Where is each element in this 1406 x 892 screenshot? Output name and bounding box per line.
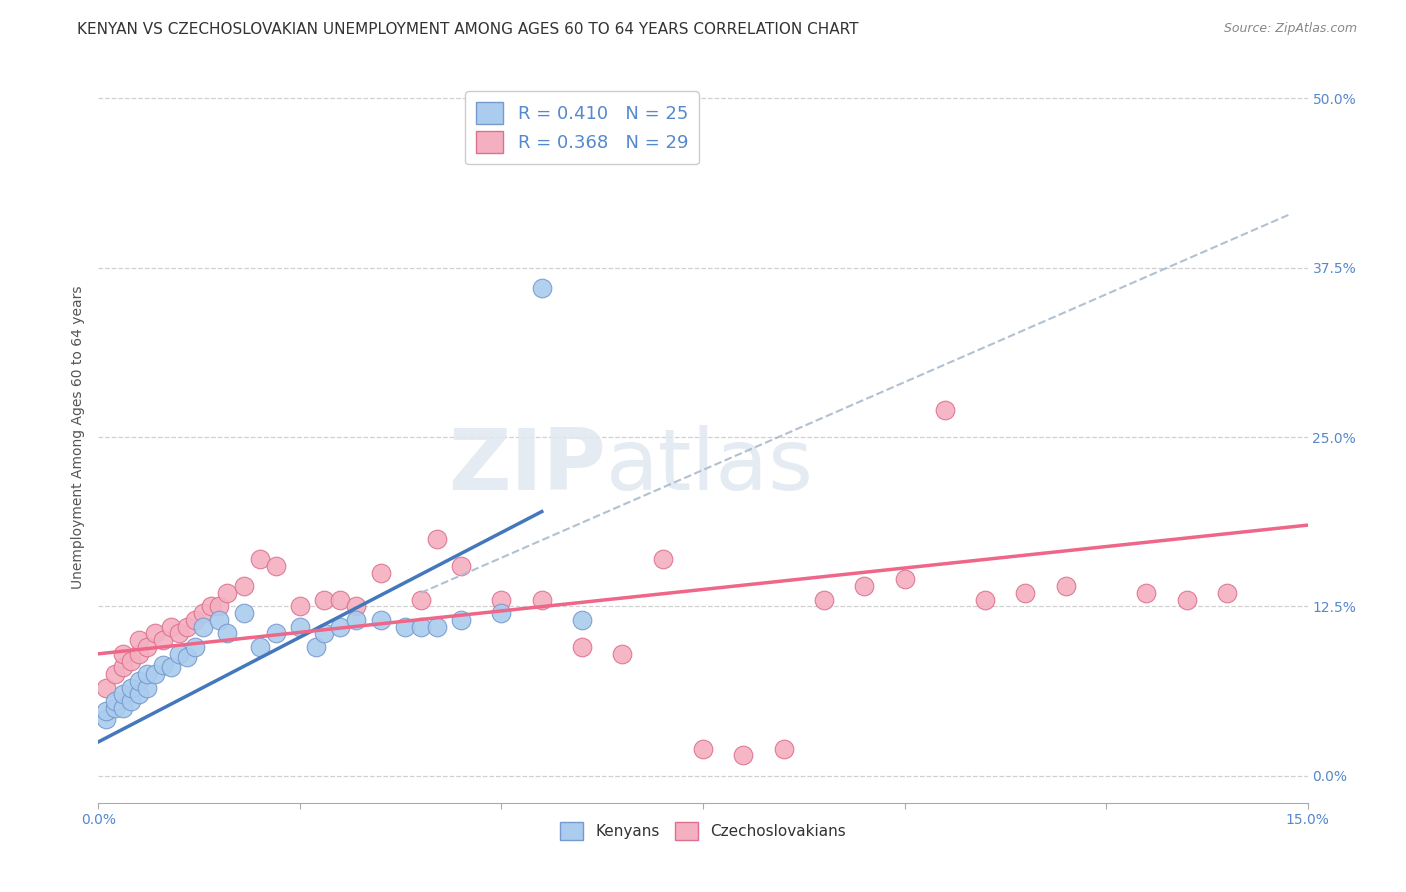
Point	[232, 606, 254, 620]
Point	[96, 704, 118, 718]
Point	[264, 626, 287, 640]
Point	[111, 701, 134, 715]
Point	[344, 599, 367, 614]
Point	[450, 558, 472, 573]
Point	[103, 667, 125, 681]
Point	[571, 613, 593, 627]
Point	[120, 694, 142, 708]
Point	[1216, 586, 1239, 600]
Point	[193, 620, 215, 634]
Point	[160, 660, 183, 674]
Point	[491, 592, 513, 607]
Point	[934, 403, 956, 417]
Point	[208, 613, 231, 627]
Point	[288, 620, 311, 634]
Point	[96, 681, 118, 695]
Point	[426, 620, 449, 634]
Point	[426, 532, 449, 546]
Point	[184, 613, 207, 627]
Point	[167, 647, 190, 661]
Point	[120, 681, 142, 695]
Point	[370, 566, 392, 580]
Point	[370, 613, 392, 627]
Point	[264, 558, 287, 573]
Point	[232, 579, 254, 593]
Y-axis label: Unemployment Among Ages 60 to 64 years: Unemployment Among Ages 60 to 64 years	[70, 285, 84, 589]
Point	[217, 626, 239, 640]
Point	[249, 552, 271, 566]
Point	[193, 606, 215, 620]
Point	[120, 654, 142, 668]
Point	[152, 657, 174, 672]
Point	[135, 681, 157, 695]
Point	[772, 741, 794, 756]
Point	[96, 712, 118, 726]
Point	[152, 633, 174, 648]
Point	[103, 701, 125, 715]
Point	[160, 620, 183, 634]
Point	[974, 592, 997, 607]
Point	[813, 592, 835, 607]
Point	[651, 552, 673, 566]
Point	[135, 640, 157, 654]
Point	[853, 579, 876, 593]
Point	[344, 613, 367, 627]
Point	[692, 741, 714, 756]
Point	[305, 640, 328, 654]
Point	[1014, 586, 1036, 600]
Point	[329, 620, 352, 634]
Point	[184, 640, 207, 654]
Point	[409, 592, 432, 607]
Point	[143, 626, 166, 640]
Text: KENYAN VS CZECHOSLOVAKIAN UNEMPLOYMENT AMONG AGES 60 TO 64 YEARS CORRELATION CHA: KENYAN VS CZECHOSLOVAKIAN UNEMPLOYMENT A…	[77, 22, 859, 37]
Point	[571, 640, 593, 654]
Point	[450, 613, 472, 627]
Point	[314, 592, 336, 607]
Point	[1054, 579, 1077, 593]
Point	[394, 620, 416, 634]
Point	[135, 667, 157, 681]
Point	[176, 649, 198, 664]
Point	[329, 592, 352, 607]
Point	[1135, 586, 1157, 600]
Point	[733, 748, 755, 763]
Point	[143, 667, 166, 681]
Point	[491, 606, 513, 620]
Point	[409, 620, 432, 634]
Text: ZIP: ZIP	[449, 425, 606, 508]
Point	[893, 572, 915, 586]
Point	[128, 633, 150, 648]
Text: atlas: atlas	[606, 425, 814, 508]
Point	[176, 620, 198, 634]
Point	[612, 647, 634, 661]
Point	[128, 647, 150, 661]
Point	[217, 586, 239, 600]
Point	[208, 599, 231, 614]
Point	[128, 688, 150, 702]
Point	[200, 599, 222, 614]
Point	[167, 626, 190, 640]
Text: Source: ZipAtlas.com: Source: ZipAtlas.com	[1223, 22, 1357, 36]
Point	[111, 688, 134, 702]
Point	[249, 640, 271, 654]
Point	[530, 592, 553, 607]
Point	[1175, 592, 1198, 607]
Point	[111, 660, 134, 674]
Point	[103, 694, 125, 708]
Point	[128, 673, 150, 688]
Point	[314, 626, 336, 640]
Legend: Kenyans, Czechoslovakians: Kenyans, Czechoslovakians	[554, 815, 852, 847]
Point	[530, 281, 553, 295]
Point	[111, 647, 134, 661]
Point	[288, 599, 311, 614]
